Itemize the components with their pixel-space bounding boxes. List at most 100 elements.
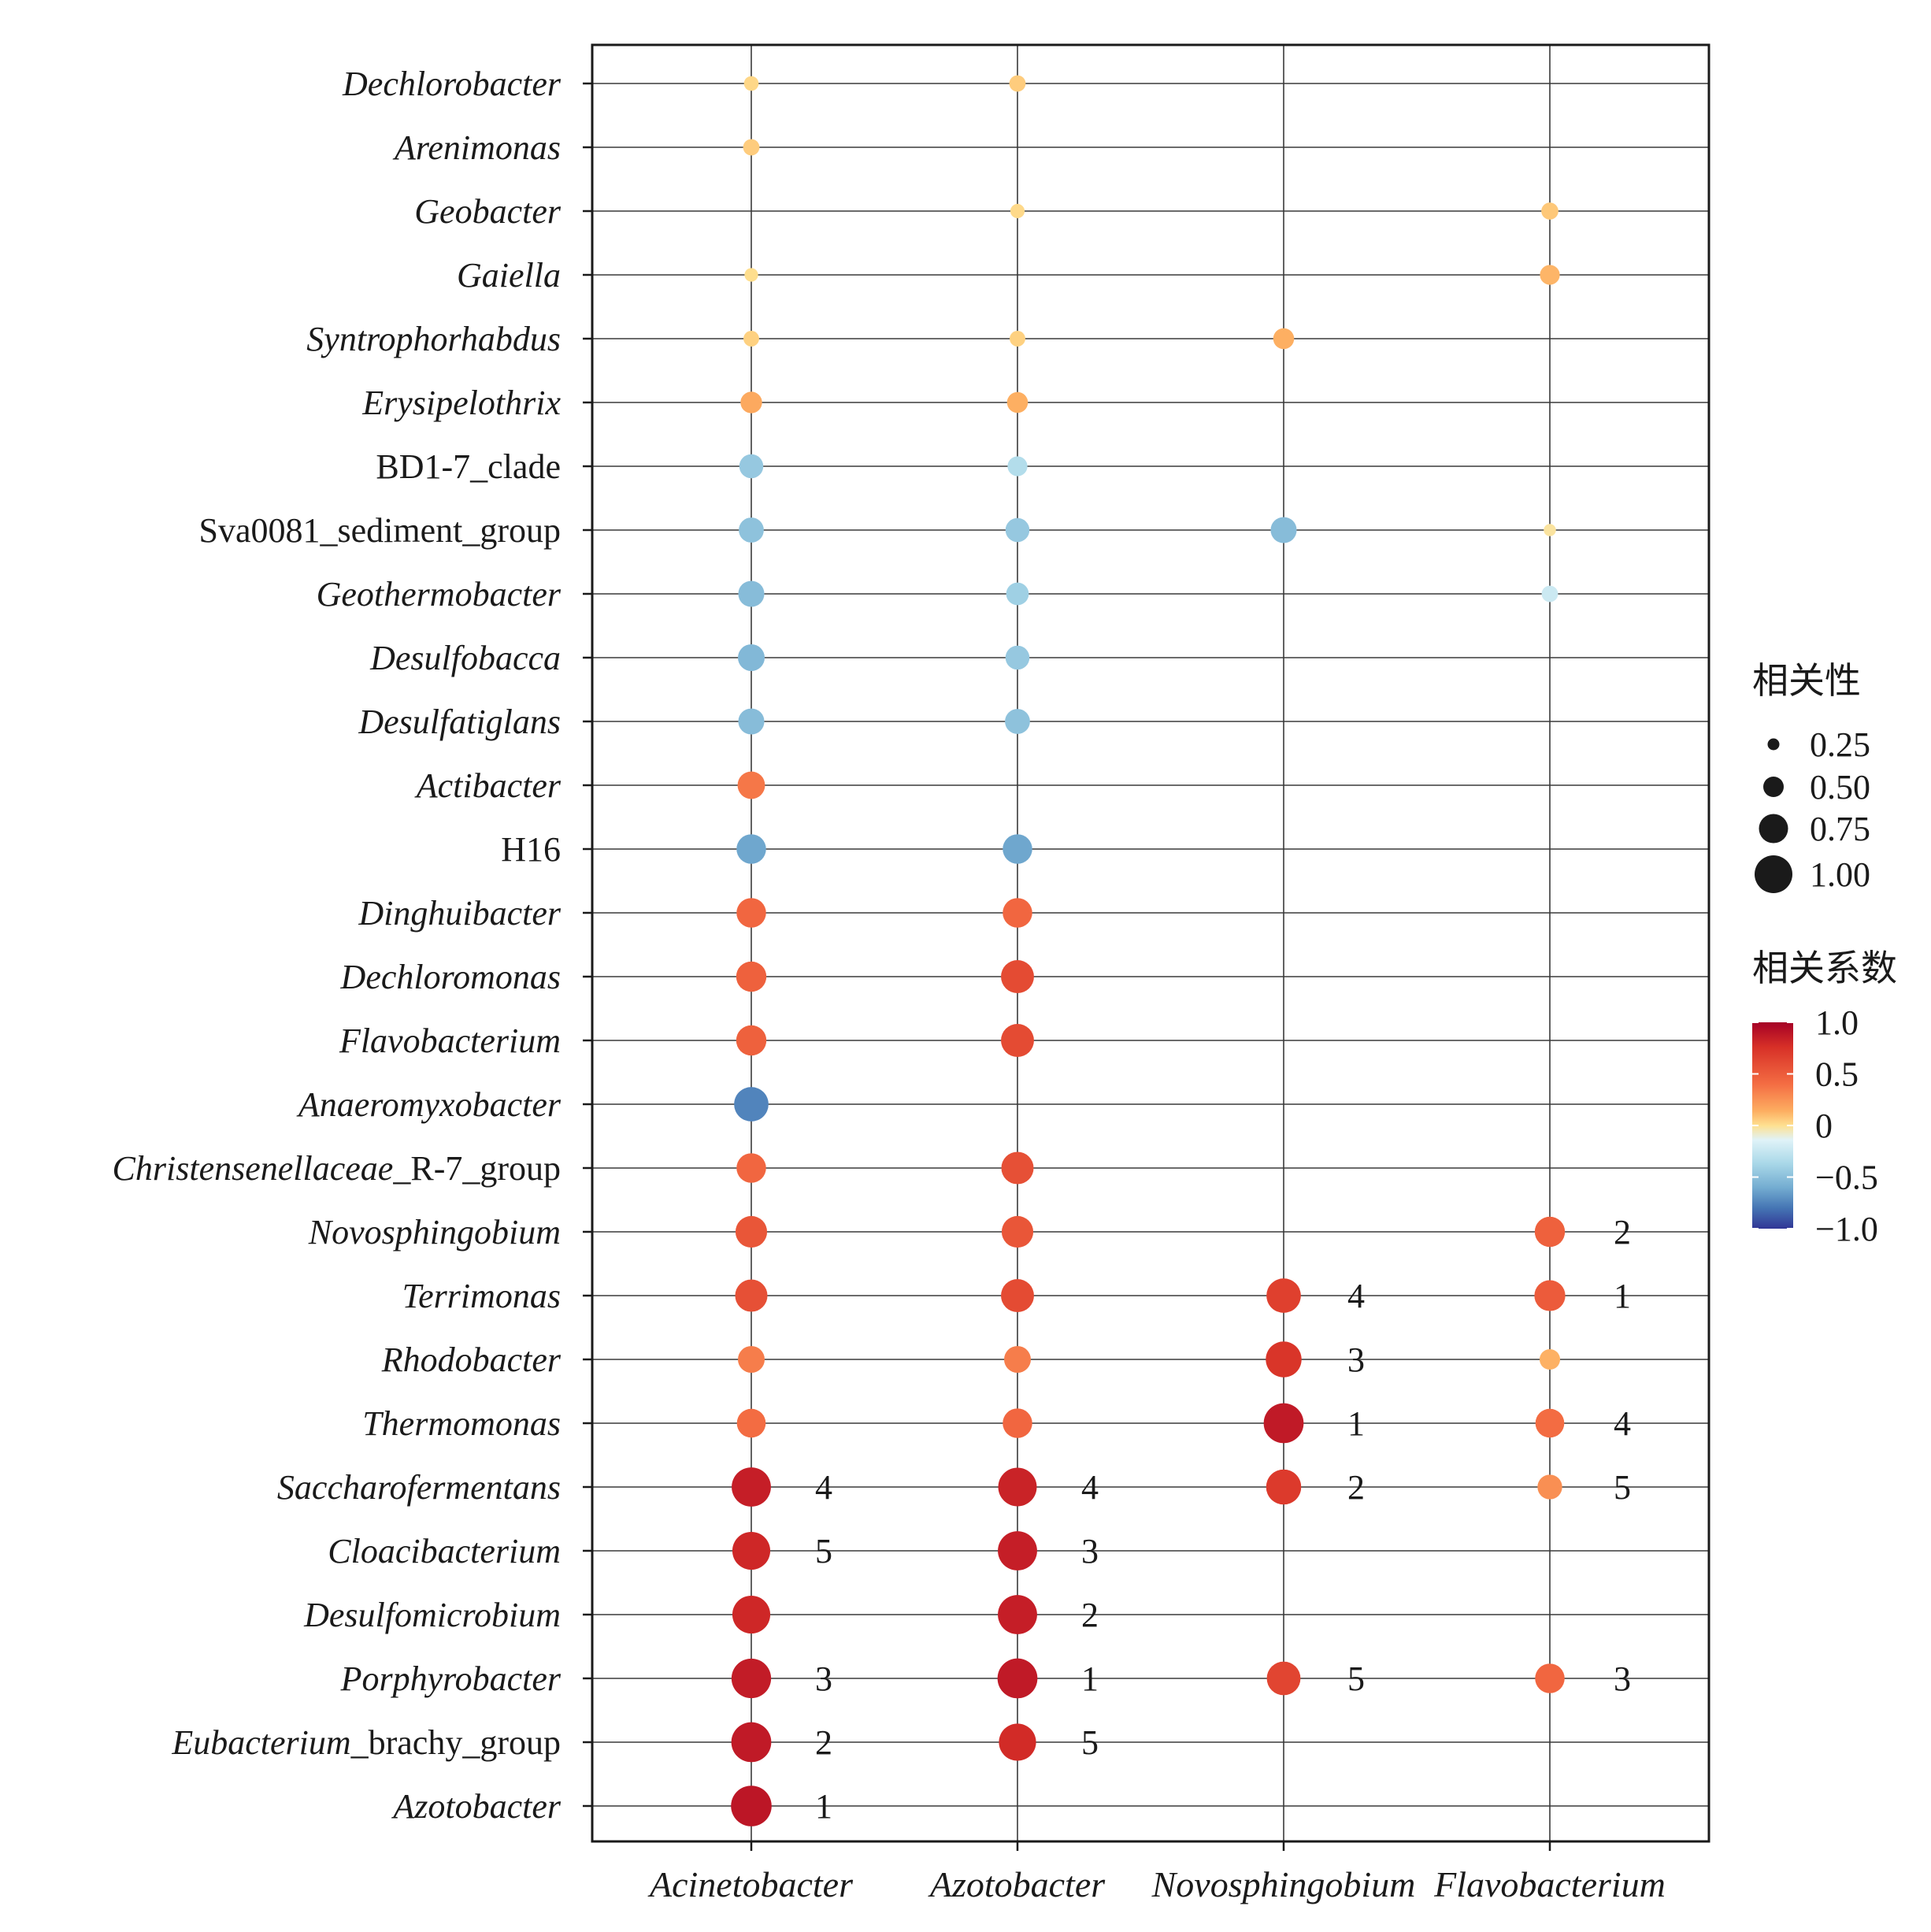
rank-label: 5: [1347, 1659, 1365, 1698]
data-point: [739, 454, 764, 479]
data-point: [736, 898, 766, 928]
data-point: [1534, 1216, 1566, 1248]
data-point: [734, 1087, 769, 1122]
data-point: [1005, 709, 1030, 734]
data-point: [740, 391, 762, 413]
y-tick-label: Sva0081_sediment_group: [198, 511, 561, 550]
data-point: [1003, 1408, 1032, 1438]
color-legend-label: −0.5: [1815, 1159, 1878, 1197]
data-point: [732, 1595, 771, 1634]
size-legend-label: 0.25: [1810, 725, 1870, 764]
rank-label: 2: [815, 1723, 832, 1762]
data-point: [736, 1408, 766, 1438]
y-tick-label: Desulfomicrobium: [303, 1596, 561, 1634]
data-point: [736, 1153, 766, 1183]
data-point: [997, 1658, 1038, 1699]
data-point: [1007, 456, 1028, 477]
data-point: [735, 1215, 768, 1248]
rank-label: 5: [1614, 1468, 1631, 1507]
data-point: [1539, 1348, 1561, 1370]
rank-label: 2: [1347, 1468, 1365, 1507]
y-tick-label: Gaiella: [457, 256, 561, 295]
data-point: [1270, 517, 1297, 543]
color-legend-label: 0.5: [1815, 1055, 1859, 1094]
x-tick-label: Flavobacterium: [1433, 1864, 1666, 1904]
data-point: [736, 1025, 767, 1056]
data-point: [999, 1723, 1036, 1761]
data-point: [731, 1786, 772, 1826]
y-tick-label: Geothermobacter: [317, 575, 562, 614]
data-point: [1263, 1403, 1304, 1444]
data-point: [1001, 1279, 1034, 1312]
y-tick-label: Saccharofermentans: [277, 1468, 561, 1507]
rank-label: 4: [1347, 1277, 1365, 1315]
y-tick-label: Erysipelothrix: [361, 384, 561, 422]
x-tick-label: Novosphingobium: [1151, 1864, 1416, 1904]
data-point: [732, 1467, 771, 1507]
data-point: [1540, 265, 1560, 285]
data-point: [1537, 1474, 1562, 1500]
data-point: [1010, 203, 1025, 219]
data-point: [736, 834, 766, 864]
data-point: [736, 961, 767, 992]
data-point: [1010, 331, 1025, 347]
rank-label: 5: [815, 1532, 832, 1570]
size-legend-label: 0.50: [1810, 768, 1870, 807]
data-point: [998, 1467, 1037, 1507]
data-point: [1006, 582, 1029, 606]
rank-label: 2: [1081, 1596, 1099, 1634]
color-legend-label: 0: [1815, 1107, 1833, 1145]
data-point: [732, 1531, 771, 1570]
rank-label: 4: [1614, 1404, 1631, 1443]
x-tick-label: Azotobacter: [928, 1864, 1106, 1904]
size-legend-label: 0.75: [1810, 810, 1870, 848]
data-point: [1535, 1663, 1565, 1693]
rank-labels: 4 5 3 2 1 4 3 2 1 5 4 3 1 2 5 2 1 4 5 3: [815, 1213, 1631, 1826]
size-legend-label: 1.00: [1810, 855, 1870, 894]
data-point: [1001, 1151, 1034, 1185]
y-tick-label: Arenimonas: [392, 128, 561, 167]
data-point: [738, 644, 765, 671]
y-tick-label: Syntrophorhabdus: [306, 320, 561, 358]
data-point: [1266, 1341, 1302, 1378]
data-point: [1001, 1215, 1034, 1248]
y-tick-label: Cloacibacterium: [328, 1532, 561, 1570]
data-point: [738, 580, 765, 607]
color-bar: [1752, 1022, 1793, 1229]
y-tick-label: Dinghuibacter: [358, 894, 562, 933]
data-point: [743, 139, 760, 156]
data-point: [1535, 1408, 1565, 1438]
y-tick-label: Dechlorobacter: [342, 65, 562, 103]
y-tick-label: Eubacterium_brachy_group: [171, 1723, 561, 1762]
data-point: [1005, 645, 1030, 670]
data-point: [998, 1531, 1037, 1570]
y-tick-label: Desulfobacca: [369, 639, 561, 677]
color-legend-label: 1.0: [1815, 1003, 1859, 1042]
y-tick-label: Flavobacterium: [339, 1022, 561, 1060]
rank-label: 3: [815, 1659, 832, 1698]
data-point: [735, 1279, 768, 1312]
rank-label: 3: [1347, 1341, 1365, 1379]
data-point: [1003, 834, 1032, 864]
data-point: [1544, 524, 1556, 536]
data-point: [738, 1346, 765, 1373]
data-point: [1273, 328, 1295, 350]
y-tick-label: Porphyrobacter: [340, 1659, 562, 1698]
y-tick-label: Novosphingobium: [308, 1213, 561, 1252]
y-tick-label: Thermomonas: [362, 1404, 561, 1443]
rank-label: 3: [1614, 1659, 1631, 1698]
y-tick-label: Rhodobacter: [381, 1341, 562, 1379]
data-point: [1266, 1278, 1301, 1313]
data-point: [1004, 1346, 1031, 1373]
y-tick-label: BD1-7_clade: [376, 447, 561, 486]
data-point: [1003, 898, 1032, 928]
data-point: [1541, 585, 1559, 603]
data-point: [1001, 1024, 1034, 1057]
y-tick-label: Anaeromyxobacter: [296, 1085, 562, 1124]
data-point: [1541, 202, 1559, 220]
y-tick-label: Actibacter: [414, 766, 562, 805]
data-point: [739, 517, 764, 543]
rank-label: 1: [1347, 1404, 1365, 1443]
data-point: [1001, 960, 1034, 993]
